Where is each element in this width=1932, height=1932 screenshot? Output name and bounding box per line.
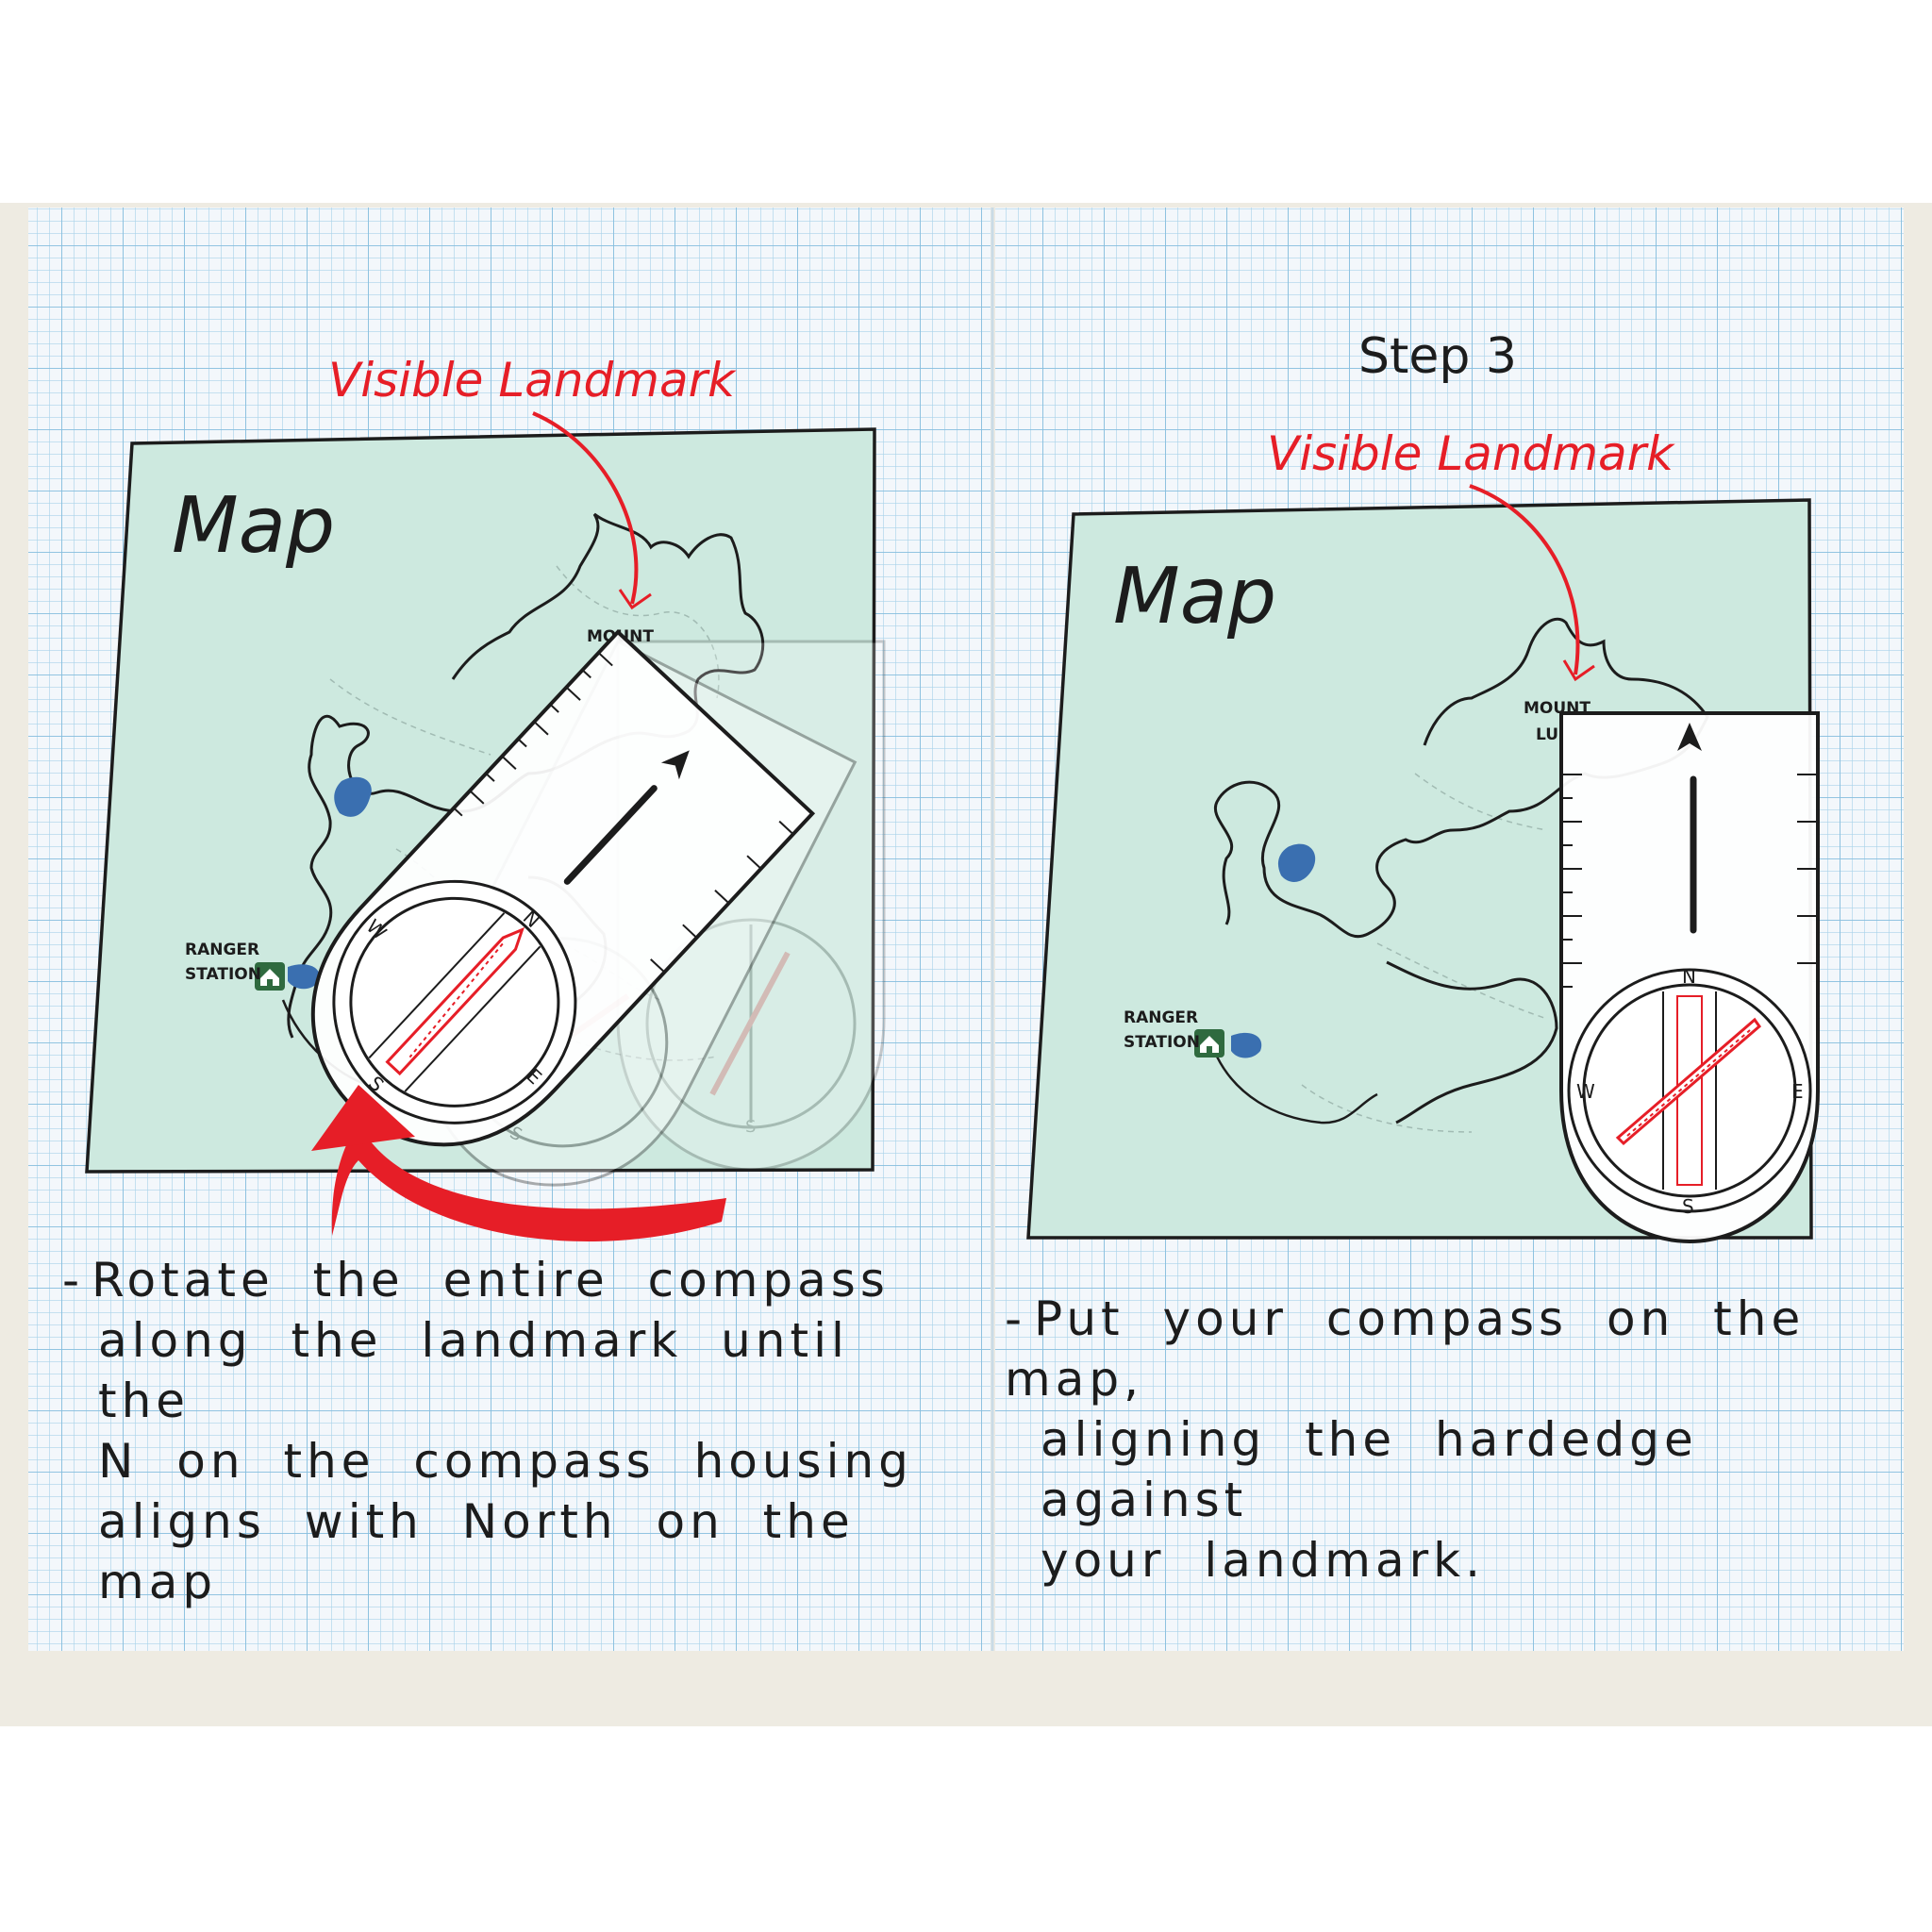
compass-housing-right (1567, 968, 1812, 1213)
caption-right-line-1: - Put your compass on the map, (1005, 1291, 1806, 1407)
landmark-arrow-left (532, 411, 639, 605)
map-title-right: Map (1113, 552, 1276, 641)
direction-arrow-icon-right (1677, 723, 1702, 751)
lake-left (334, 776, 372, 817)
direction-arrow-icon (660, 750, 690, 780)
compass-letter-n-right: N (1682, 965, 1696, 988)
ranger-station-icon (255, 962, 285, 991)
caption-left: - Rotate the entire compass along the lan… (62, 1250, 968, 1612)
caption-right: - Put your compass on the map, aligning t… (1005, 1289, 1891, 1591)
ranger-label-line2: STATION (185, 965, 261, 984)
compass-letter-w-right: W (1576, 1080, 1595, 1103)
mount-label-right-2: LUI (1536, 725, 1564, 744)
ranger-label-right-line1: RANGER (1124, 1008, 1198, 1027)
landmark-label-right: Visible Landmark (1267, 426, 1675, 481)
landmark-arrow-right (1469, 484, 1580, 675)
coastline-right (1213, 617, 1709, 939)
map-title-left: Map (172, 481, 335, 571)
compass-letter-s-right: S (1682, 1195, 1694, 1218)
lake-right (1277, 843, 1316, 882)
ranger-label-right-line2: STATION (1124, 1033, 1200, 1052)
ruler-ticks (453, 652, 794, 974)
compass-upright[interactable]: N S W E (1559, 711, 1820, 1244)
panel-right: Step 3 RANGER STATION Map MOUNT LUI (1026, 328, 1820, 1244)
ranger-label-line1: RANGER (185, 941, 259, 959)
compass-rotated[interactable]: N S W E (258, 629, 816, 1200)
compass-needle-icon (385, 926, 525, 1076)
svg-text:S: S (745, 1117, 756, 1137)
compass-needle-icon-right (1615, 1017, 1762, 1146)
rotate-arrow-body (331, 1123, 726, 1241)
step-label: Step 3 (1358, 328, 1517, 385)
caption-left-line-3: N on the compass housing (98, 1434, 913, 1489)
panel-left: RANGER STATION Map MOUNT S S (85, 353, 886, 1241)
compass-letter-e-right: E (1791, 1080, 1804, 1103)
caption-left-line-2: along the landmark until the (98, 1313, 849, 1428)
rotate-arrow-head-icon (311, 1085, 415, 1151)
landmark-label-left: Visible Landmark (328, 353, 737, 408)
caption-right-line-3: your landmark. (1041, 1533, 1486, 1588)
ranger-station-icon-right (1194, 1029, 1224, 1058)
caption-right-line-2: aligning the hardedge against (1041, 1412, 1698, 1527)
caption-left-line-4: aligns with North on the map (98, 1494, 855, 1609)
caption-left-line-1: - Rotate the entire compass (62, 1253, 890, 1307)
